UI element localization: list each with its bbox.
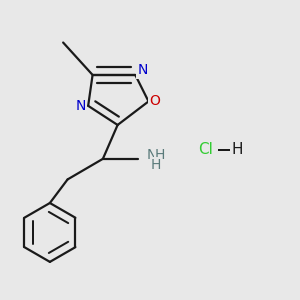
Text: Cl: Cl bbox=[199, 142, 213, 158]
Text: O: O bbox=[150, 94, 160, 108]
Text: N: N bbox=[137, 64, 148, 77]
Text: H: H bbox=[231, 142, 243, 158]
Text: N: N bbox=[76, 99, 86, 113]
Text: N: N bbox=[146, 148, 157, 162]
Text: H: H bbox=[155, 148, 166, 162]
Text: H: H bbox=[151, 158, 161, 172]
